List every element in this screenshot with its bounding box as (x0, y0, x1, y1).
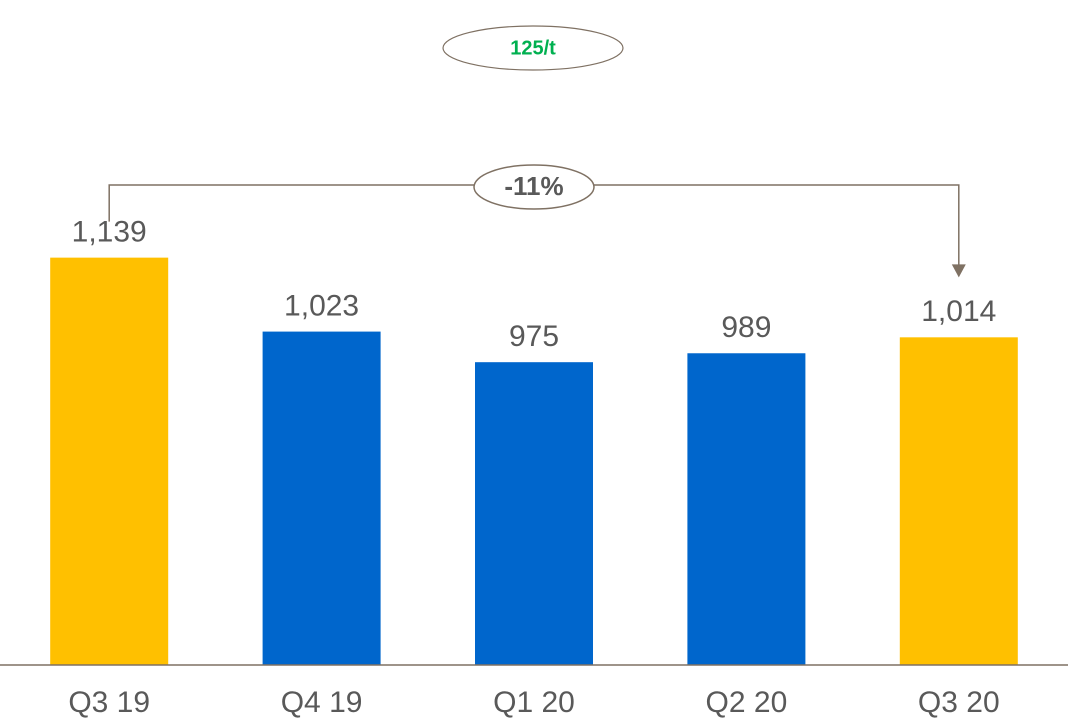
bar (262, 331, 381, 665)
x-tick-label: Q4 19 (281, 686, 363, 719)
x-tick-label: Q3 20 (918, 686, 1000, 719)
bar (687, 353, 806, 665)
x-tick-label: Q1 20 (493, 686, 575, 719)
arrow-head (951, 264, 966, 278)
annotation: -11% (504, 171, 563, 201)
value-label: 975 (509, 320, 559, 353)
value-label: 989 (721, 311, 771, 344)
bar (899, 337, 1018, 665)
annotation: 125/t (510, 37, 556, 59)
value-label: 1,014 (921, 295, 996, 328)
value-label: 1,023 (284, 290, 359, 323)
annotation-ellipse (473, 164, 595, 210)
bar (475, 362, 593, 665)
x-tick-label: Q2 20 (706, 686, 788, 719)
x-tick-label: Q3 19 (68, 686, 150, 719)
bar (50, 257, 169, 665)
annotation-ellipse (442, 25, 624, 71)
